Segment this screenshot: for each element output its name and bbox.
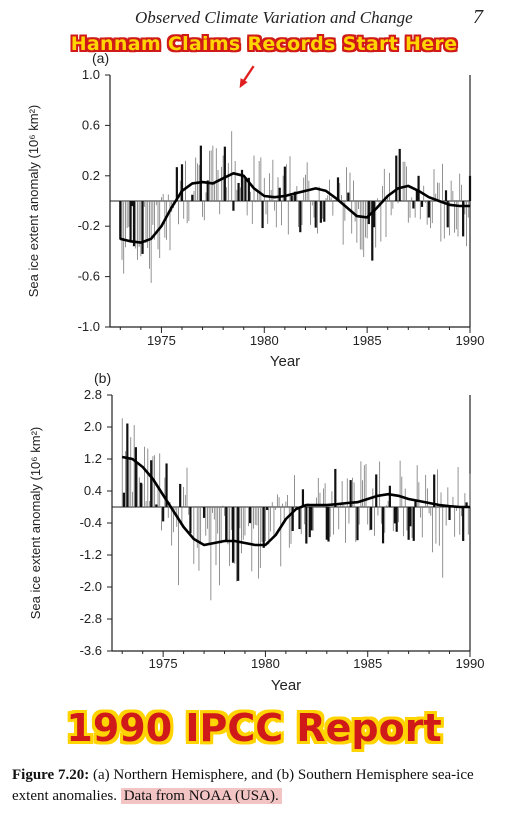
- chart-a-y-tick-label: -0.6: [78, 269, 100, 284]
- chart-b-y-tick-label: -3.6: [80, 643, 102, 658]
- chart-a-x-axis-label: Year: [270, 353, 300, 370]
- chart-b-y-tick-label: -0.4: [80, 515, 102, 530]
- chart-a-x-tick-label: 1980: [250, 333, 279, 348]
- chart-a-y-tick-label: 0.2: [82, 168, 100, 183]
- chart-b-y-tick-label: -2.0: [80, 579, 102, 594]
- page-number: 7: [473, 6, 483, 28]
- chart-b-x-tick-label: 1990: [456, 656, 485, 671]
- chart-b-y-tick-label: -2.8: [80, 611, 102, 626]
- chart-a-panel-label: (a): [92, 50, 109, 66]
- chart-b-y-tick-label: 1.2: [84, 451, 102, 466]
- figure-caption: Figure 7.20: (a) Northern Hemisphere, an…: [12, 765, 502, 807]
- chart-b-y-tick-label: -1.2: [80, 547, 102, 562]
- running-title: Observed Climate Variation and Change: [135, 8, 413, 27]
- chart-b-x-axis-label: Year: [271, 677, 301, 694]
- chart-a-bars: [119, 131, 472, 283]
- caption-text: (a) Northern Hemisphere, and (b) Souther…: [12, 767, 474, 804]
- chart-b-panel-label: (b): [94, 370, 111, 386]
- chart-a-y-tick-label: 1.0: [82, 67, 100, 82]
- page-header: Observed Climate Variation and Change 7: [0, 4, 508, 28]
- chart-a-y-tick-label: 0.6: [82, 117, 100, 132]
- chart-b-y-axis-label: Sea ice extent anomaly (10⁶ km²): [28, 427, 43, 620]
- chart-a-y-axis-label: Sea ice extent anomaly (10⁶ km²): [26, 105, 41, 298]
- chart-b-x-tick-label: 1980: [251, 656, 280, 671]
- chart-b-y-tick-label: 2.0: [84, 419, 102, 434]
- chart-a-smoothed-line: [119, 172, 470, 244]
- caption-highlight: Data from NOAA (USA).: [120, 788, 282, 804]
- chart-a-x-tick-label: 1985: [353, 333, 382, 348]
- chart-b-x-tick-label: 1985: [353, 656, 382, 671]
- chart-figure: 1.0 0.6 0.2 -0.2 -0.6 -1.0 1975 1980 1985 1990 Yea…: [26, 50, 485, 694]
- peak-arrow-head: [239, 78, 248, 89]
- chart-b-x-tick-label: 1975: [149, 656, 178, 671]
- banner-top: Hannam Claims Records Start Here: [70, 33, 458, 55]
- chart-a-x-tick-label: 1975: [147, 333, 176, 348]
- chart-a-x-tick-label: 1990: [456, 333, 485, 348]
- chart-a-y-tick-label: -0.2: [78, 218, 100, 233]
- figure-number: Figure 7.20:: [12, 767, 90, 783]
- chart-a-y-tick-label: -1.0: [78, 319, 100, 334]
- banner-bottom: 1990 IPCC Report: [66, 706, 442, 750]
- chart-b-y-tick-label: 2.8: [84, 387, 102, 402]
- chart-b-y-tick-label: 0.4: [84, 483, 102, 498]
- chart-b-smoothed-line: [121, 455, 470, 547]
